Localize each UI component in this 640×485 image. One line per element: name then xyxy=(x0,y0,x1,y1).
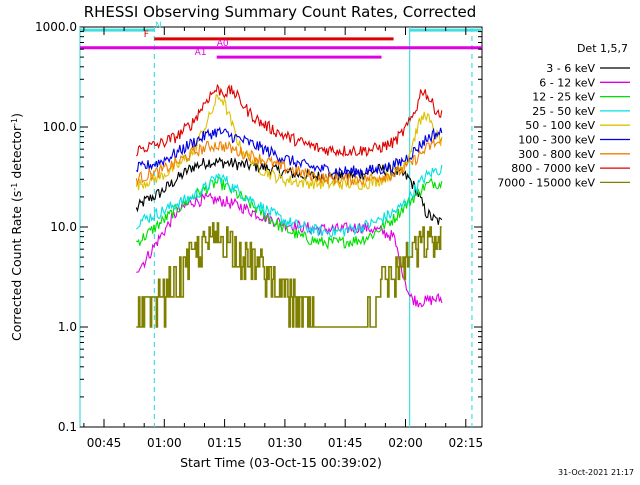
legend-label-100-300-kev: 100 - 300 keV xyxy=(518,134,595,147)
y-label-part-1: Corrected Count Rate (s xyxy=(9,191,24,341)
y-label-part-3: ) xyxy=(9,113,24,118)
legend-label-3-6-kev: 3 - 6 keV xyxy=(546,62,595,75)
x-tick-label: 02:00 xyxy=(388,436,423,450)
x-tick-label: 01:00 xyxy=(147,436,182,450)
x-tick-label: 00:45 xyxy=(87,436,122,450)
y-label-sup-1: -1 xyxy=(10,183,19,191)
legend-label-25-50-kev: 25 - 50 keV xyxy=(532,105,595,118)
y-tick-label: 10.0 xyxy=(50,220,77,234)
legend-label-7000-15000-kev: 7000 - 15000 keV xyxy=(497,176,595,189)
series-lines xyxy=(135,83,443,328)
series-line-7000-15000-kev xyxy=(136,222,442,328)
x-tick-label: 02:15 xyxy=(449,436,484,450)
status-bar-label-n: N xyxy=(155,21,162,31)
legend-label-12-25-kev: 12 - 25 keV xyxy=(532,91,595,104)
chart-title: RHESSI Observing Summary Count Rates, Co… xyxy=(84,3,477,21)
status-bar-label-f: F xyxy=(144,30,149,40)
legend-label-50-100-kev: 50 - 100 keV xyxy=(525,119,595,132)
y-label-part-2: detector xyxy=(9,125,24,183)
status-bar-label-a1: A1 xyxy=(195,48,207,58)
series-line-25-50-kev xyxy=(136,164,443,238)
footer-timestamp: 31-Oct-2021 21:17 xyxy=(558,468,634,477)
series-line-12-25-kev xyxy=(135,176,443,251)
y-tick-label: 1.0 xyxy=(58,320,77,334)
y-axis: 0.1 1.0 10.0 100.0 1000.0 xyxy=(35,20,482,434)
series-line-300-800-kev xyxy=(135,137,443,186)
series-line-800-7000-kev xyxy=(135,83,443,158)
series-line-3-6-kev xyxy=(135,156,443,225)
y-tick-label: 0.1 xyxy=(58,420,77,434)
status-bar-label-a0: A0 xyxy=(217,39,229,49)
series-line-100-300-kev xyxy=(135,126,443,178)
legend-label-800-7000-kev: 800 - 7000 keV xyxy=(511,162,595,175)
x-tick-label: 01:30 xyxy=(268,436,303,450)
x-tick-label: 01:15 xyxy=(207,436,242,450)
legend-label-6-12-kev: 6 - 12 keV xyxy=(539,76,595,89)
x-axis: 00:45 01:00 01:15 01:30 01:45 02:00 02:15 xyxy=(83,27,484,450)
legend-title: Det 1,5,7 xyxy=(577,42,628,55)
y-axis-label: Corrected Count Rate (s-1 detector-1) xyxy=(9,113,24,341)
x-tick-label: 01:45 xyxy=(328,436,363,450)
x-axis-label: Start Time (03-Oct-15 00:39:02) xyxy=(180,455,382,470)
y-tick-label: 100.0 xyxy=(43,120,77,134)
y-tick-label: 1000.0 xyxy=(35,20,77,34)
status-bars: NF A0 A1 xyxy=(80,21,482,59)
legend-label-300-800-kev: 300 - 800 keV xyxy=(518,148,595,161)
y-label-sup-2: -1 xyxy=(10,118,19,126)
